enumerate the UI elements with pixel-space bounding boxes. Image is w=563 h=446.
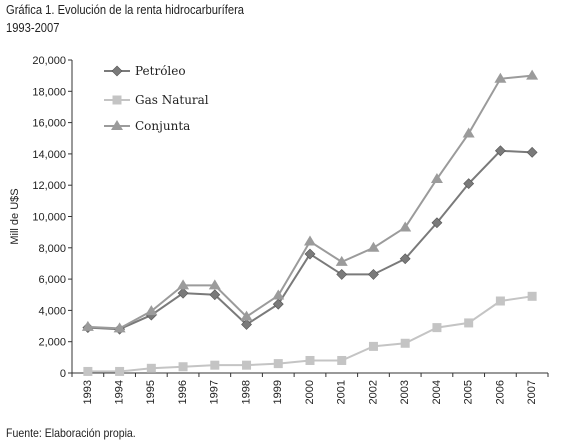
data-point xyxy=(208,279,221,290)
data-point xyxy=(113,322,126,333)
x-tick-label: 2000 xyxy=(304,380,316,404)
data-point xyxy=(209,289,221,301)
data-point xyxy=(240,310,253,321)
data-point xyxy=(495,296,505,306)
data-point xyxy=(368,341,378,351)
data-point xyxy=(272,298,284,310)
data-point xyxy=(462,127,475,138)
data-point xyxy=(399,221,412,232)
y-tick-label: 14,000 xyxy=(32,149,66,161)
x-tick-label: 2004 xyxy=(431,380,443,404)
y-tick-label: 10,000 xyxy=(32,212,66,224)
data-point xyxy=(431,217,443,229)
x-tick-label: 1994 xyxy=(114,380,126,404)
data-point xyxy=(400,338,410,348)
data-point xyxy=(177,287,189,299)
x-tick-label: 1999 xyxy=(272,380,284,404)
chart-title: Gráfica 1. Evolución de la renta hidroca… xyxy=(6,2,245,17)
data-point xyxy=(305,355,315,365)
data-point xyxy=(304,235,316,246)
chart-series xyxy=(81,69,539,376)
data-point xyxy=(430,172,443,183)
legend-marker xyxy=(111,65,123,77)
y-tick-label: 0 xyxy=(60,368,66,380)
data-point xyxy=(241,319,252,330)
chart-axes: 0 2,000 4,000 6,000 8,000 10,000 12,000 14,000 1… xyxy=(9,55,549,404)
legend-marker xyxy=(111,120,123,130)
y-tick-label: 12,000 xyxy=(32,180,66,192)
data-point xyxy=(367,241,380,252)
data-point xyxy=(494,72,507,83)
line-chart: 0 2,000 4,000 6,000 8,000 10,000 12,000 14,000 1… xyxy=(9,55,549,404)
data-point xyxy=(463,178,475,190)
data-point xyxy=(464,318,474,328)
data-point xyxy=(145,305,158,316)
data-point xyxy=(273,359,283,369)
x-tick-label: 2006 xyxy=(494,380,506,404)
data-point xyxy=(494,145,506,157)
y-tick-label: 16,000 xyxy=(32,118,66,130)
series-line xyxy=(87,74,533,330)
x-tick-label: 2001 xyxy=(336,380,348,404)
data-point xyxy=(335,255,348,266)
data-point xyxy=(399,253,411,265)
x-tick-label: 2003 xyxy=(399,380,411,404)
x-tick-label: 2002 xyxy=(367,380,379,404)
series-conjunta xyxy=(81,69,539,333)
data-point xyxy=(210,360,220,370)
x-tick-label: 1996 xyxy=(177,380,189,404)
x-tick-label: 1993 xyxy=(82,380,94,404)
data-point xyxy=(178,362,188,372)
legend-label: Petróleo xyxy=(135,64,186,78)
y-tick-label: 6,000 xyxy=(38,274,66,286)
data-point xyxy=(526,69,539,80)
y-tick-label: 8,000 xyxy=(38,243,66,255)
legend-label: Gas Natural xyxy=(135,93,209,107)
data-point xyxy=(81,320,94,331)
legend-marker xyxy=(112,95,122,105)
legend-label: Conjunta xyxy=(135,119,190,133)
x-tick-label: 1995 xyxy=(145,380,157,404)
y-tick-label: 20,000 xyxy=(32,55,66,67)
x-tick-label: 1998 xyxy=(240,380,252,404)
data-point xyxy=(432,323,442,333)
chart-subtitle: 1993-2007 xyxy=(6,20,60,35)
chart-legend: Petróleo Gas Natural Conjunta xyxy=(104,64,209,133)
y-tick-label: 18,000 xyxy=(32,86,66,98)
data-point xyxy=(337,355,347,365)
data-point xyxy=(242,360,252,370)
x-tick-label: 2007 xyxy=(526,380,538,404)
data-point xyxy=(336,268,348,280)
series-gas-natural xyxy=(83,291,537,376)
data-point xyxy=(146,363,156,373)
y-axis-label: Mill de U$S xyxy=(9,188,21,244)
y-tick-label: 4,000 xyxy=(38,305,66,317)
data-point xyxy=(368,268,379,280)
data-point xyxy=(177,279,190,290)
data-point xyxy=(272,289,285,300)
source-note: Fuente: Elaboración propia. xyxy=(6,426,136,440)
data-point xyxy=(527,291,537,301)
y-tick-label: 2,000 xyxy=(38,337,66,349)
data-point xyxy=(83,366,93,376)
x-tick-label: 1997 xyxy=(209,380,221,404)
x-tick-label: 2005 xyxy=(463,380,475,404)
data-point xyxy=(115,366,125,376)
data-point xyxy=(304,248,316,260)
data-point xyxy=(526,146,538,158)
